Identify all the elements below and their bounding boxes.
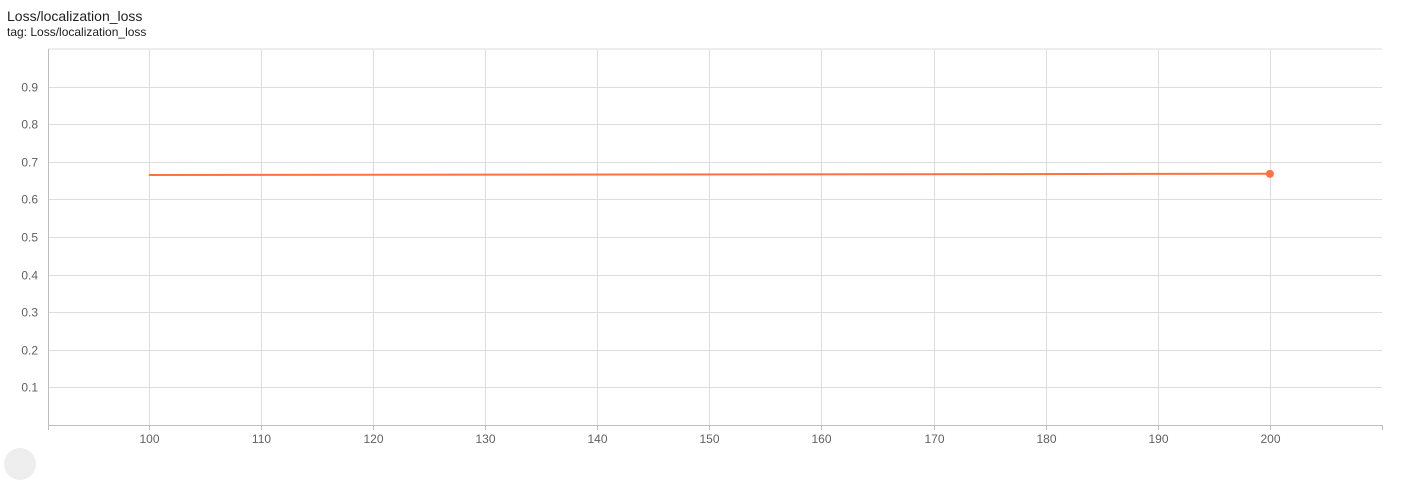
card-header: Loss/localization_loss tag: Loss/localiz… [7,7,146,39]
series-end-point [1265,169,1274,178]
y-tick-label: 0.7 [21,156,38,170]
x-tick-label: 170 [924,432,944,446]
y-tick-label: 0.3 [21,306,38,320]
x-tick-label: 110 [252,432,271,446]
axes [48,49,1383,430]
x-tick-label: 200 [1260,432,1280,446]
y-tick-label: 0.1 [21,381,38,395]
x-tick-label: 100 [139,432,159,446]
y-tick-label: 0.5 [21,231,38,245]
chart-title: Loss/localization_loss [7,8,143,24]
x-tick-label: 190 [1148,432,1168,446]
x-tick-label: 150 [699,432,719,446]
series-line [148,172,1270,176]
x-tick-label: 140 [587,432,607,446]
chart-tag: tag: Loss/localization_loss [7,25,147,39]
series-layer [148,169,1274,178]
grid-lines [48,48,1382,425]
y-tick-label: 0.2 [21,344,38,358]
y-tick-label: 0.9 [21,81,38,95]
x-tick-label: 160 [811,432,831,446]
line-chart: 0.1 0.2 0.3 0.4 0.5 0.6 0.7 0.8 0.9 100 110 120 130 1… [21,48,1383,447]
x-tick-label: 130 [475,432,495,446]
x-tick-label: 180 [1036,432,1056,446]
tick-labels: 0.1 0.2 0.3 0.4 0.5 0.6 0.7 0.8 0.9 100 110 120 130 1… [21,81,1281,447]
expand-button[interactable] [4,448,36,480]
y-tick-label: 0.6 [21,193,38,207]
y-tick-label: 0.4 [21,269,38,283]
x-tick-label: 120 [363,432,383,446]
y-tick-label: 0.8 [21,118,38,132]
